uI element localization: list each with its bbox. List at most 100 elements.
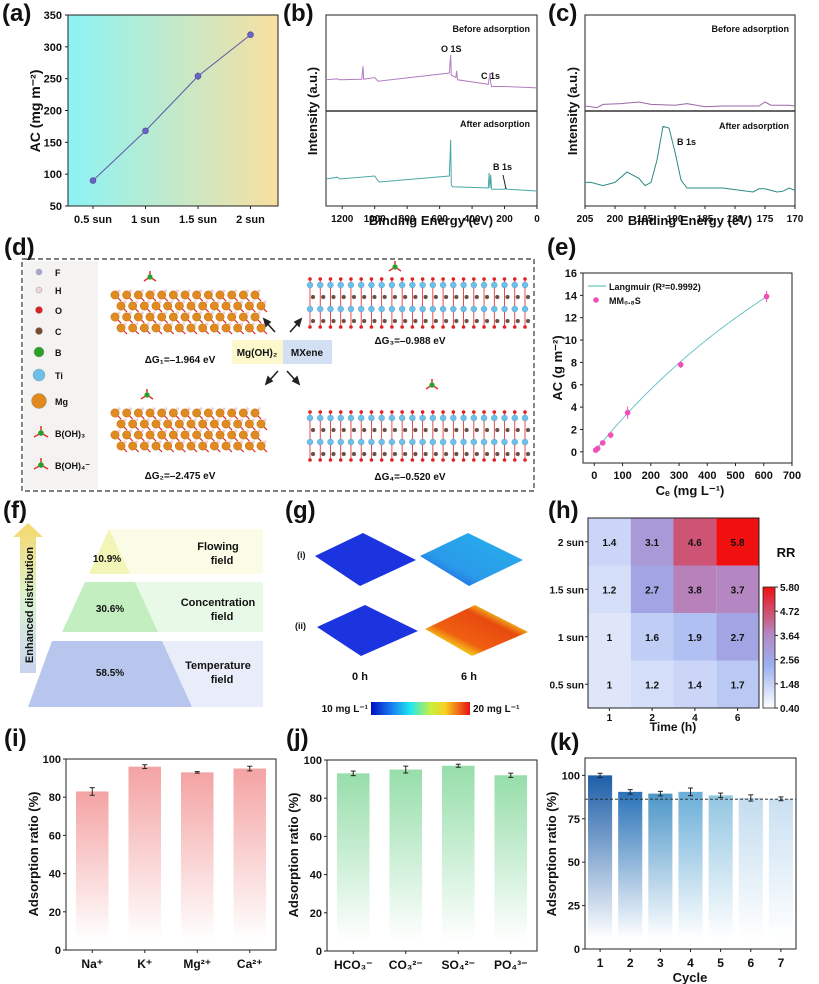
legend-label: Mg [55, 397, 68, 407]
mg-atom [180, 290, 190, 300]
diagram-d: FHO C B Ti Mg B(OH)₃ B(OH)₄⁻ Mg(OH)₂ MXene ΔG₁… [21, 258, 535, 492]
bar [588, 775, 613, 939]
label-flowing-2: field [211, 555, 234, 567]
cell-value-label: 3.1 [645, 538, 659, 549]
ti-atom [398, 438, 406, 446]
c-atom [341, 318, 346, 324]
mg-atom [192, 290, 202, 300]
colorbar [762, 586, 776, 709]
o-atom [482, 458, 486, 462]
x-tick-label: 205 [577, 214, 594, 225]
mg-atom [238, 290, 248, 300]
mg-atom [157, 290, 167, 300]
o-atom [482, 277, 486, 281]
o-atom [512, 325, 517, 329]
h-atom [164, 407, 168, 411]
o-atom [420, 277, 425, 281]
x-tick-label: 6 [747, 956, 754, 970]
o-atom [349, 277, 353, 281]
annotation-c1s: C 1s [481, 71, 500, 81]
ti-atom [501, 438, 508, 446]
ti-atom [450, 305, 457, 313]
cell-value-label: 1.2 [645, 680, 659, 691]
h-atom [158, 322, 162, 326]
x-tick-label: CO₃²⁻ [389, 958, 423, 972]
dg1-label: ΔG₁=–1.964 eV [145, 355, 216, 366]
c-atom [474, 318, 479, 324]
heatmap-cell [673, 660, 717, 708]
x-tick-label: 400 [698, 470, 716, 482]
ti-atom [439, 281, 447, 289]
mg-atom [238, 430, 248, 440]
h-atom [234, 407, 238, 411]
o-atom [379, 410, 384, 414]
h-atom [129, 289, 133, 293]
o-atom [431, 458, 435, 462]
ti-atom [521, 438, 529, 446]
ti-atom [470, 438, 477, 446]
y-tick-label: 8 [571, 357, 577, 369]
data-point [677, 361, 684, 368]
ti-atom [501, 305, 508, 313]
o-atom [308, 325, 312, 329]
c-atom [351, 451, 357, 457]
mg-atom [163, 301, 173, 311]
h-atom [152, 311, 156, 315]
chart-e: 0 2 4 6 8 10 12 14 16 0 100 200 300 400 500 600 700 Lan… [550, 268, 801, 498]
h-atom [181, 418, 185, 422]
h-atom [228, 322, 232, 326]
data-point [763, 293, 770, 300]
ti-atom [358, 305, 365, 313]
mg-atom [151, 301, 161, 311]
mg-atom [221, 419, 231, 429]
legend-label: B(OH)₄⁻ [55, 461, 90, 471]
after-label: After adsorption [719, 121, 789, 131]
mg-atom [157, 430, 167, 440]
o-atom [400, 410, 404, 414]
h-atom [199, 289, 203, 293]
mg-atom [133, 430, 143, 440]
x-axis-label: Cₑ (mg L⁻¹) [656, 483, 725, 498]
mg-atom [215, 408, 225, 418]
mg-atom [163, 441, 173, 451]
y-tick-label: 250 [44, 74, 62, 86]
annotation-b1s-pointer [502, 174, 507, 190]
h-atom [117, 289, 121, 293]
plot-frame [582, 272, 793, 464]
c-atom [351, 318, 357, 324]
mg-atom [180, 430, 190, 440]
c-atom [484, 451, 490, 457]
mg-atom [186, 441, 196, 451]
ti-atom [419, 438, 426, 446]
o-atom [400, 458, 404, 462]
o-atom [451, 410, 456, 414]
x-axis-label: Time (h) [650, 720, 696, 734]
h-atom [263, 440, 267, 444]
h-atom [181, 440, 185, 444]
label-concentration-2: field [211, 611, 234, 623]
y-tick-label: 300 [44, 42, 62, 54]
x-axis-label: Binding Energy (eV) [369, 213, 493, 228]
c-atom [362, 427, 367, 433]
mg-atom [244, 323, 254, 333]
bar [768, 798, 793, 939]
ti-atom [429, 414, 437, 422]
mxene-label: MXene [291, 348, 324, 359]
ti-atom [480, 281, 488, 289]
pct-flowing: 10.9% [93, 554, 121, 565]
x-tick-label: 6 [735, 713, 741, 724]
ti-atom [460, 414, 467, 422]
h-atom [123, 300, 127, 304]
bar [494, 775, 528, 941]
h-atom [245, 289, 249, 293]
h-atom [129, 407, 133, 411]
o-atom [318, 277, 323, 281]
c-atom [402, 427, 408, 433]
legend-atom-o [35, 306, 43, 314]
legend-label: B [55, 348, 62, 358]
c-atom [474, 451, 479, 457]
chart-h: 1.4 3.1 4.6 5.8 1.2 2.7 3.8 3.7 1 1.6 1.9 2.7 1 1.2 1.… [550, 517, 800, 734]
mg-atom [203, 290, 213, 300]
c-atom [331, 318, 336, 324]
c-atom [433, 427, 439, 433]
